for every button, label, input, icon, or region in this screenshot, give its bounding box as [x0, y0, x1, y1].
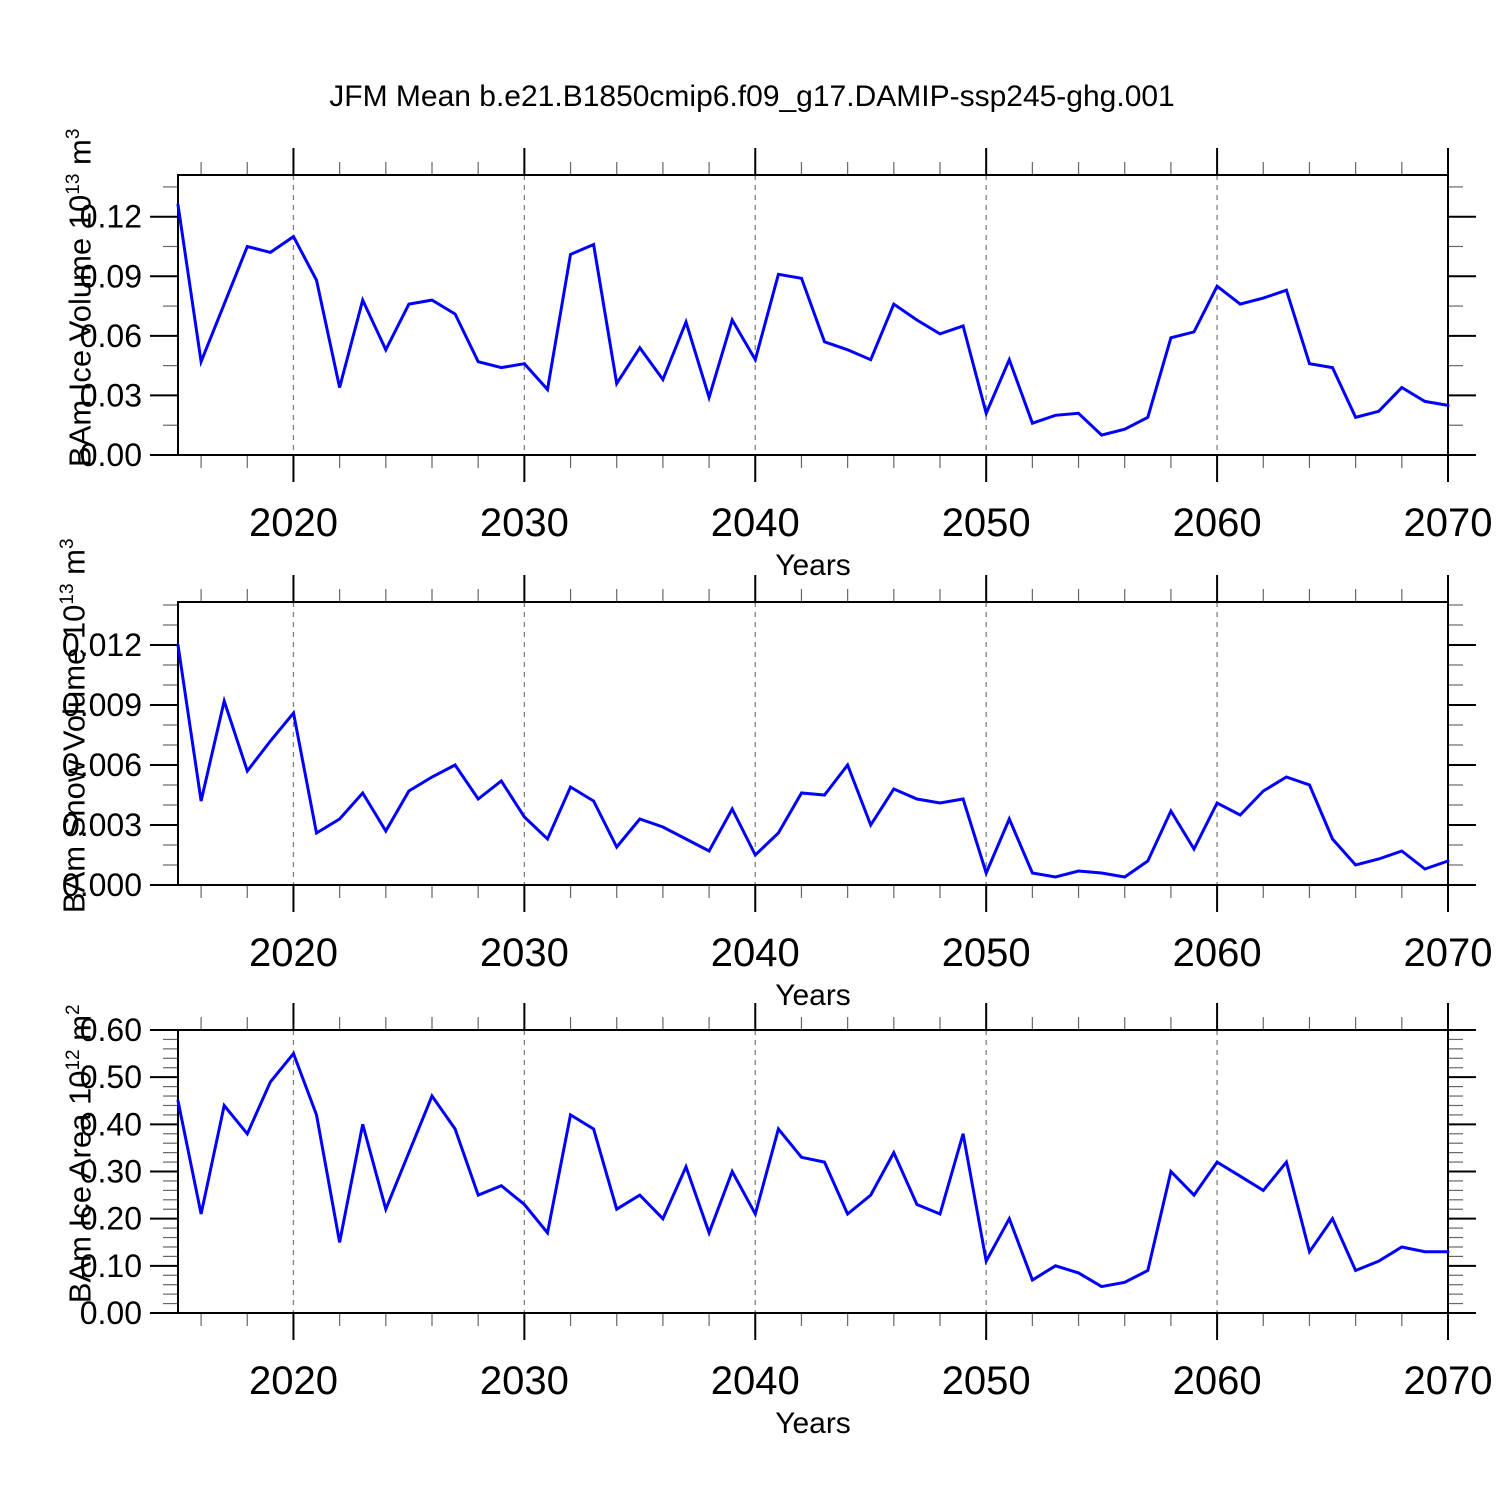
- x-tick-label: 2040: [711, 931, 800, 975]
- x-tick-label: 2050: [942, 931, 1031, 975]
- x-axis-title-panel-2: Years: [775, 979, 851, 1012]
- y-tick-label: 0.006: [62, 747, 142, 783]
- x-tick-label: 2050: [942, 501, 1031, 545]
- x-tick-label: 2030: [480, 931, 569, 975]
- y-tick-label: 0.09: [80, 258, 142, 294]
- y-axis-title-unit: m: [62, 139, 98, 174]
- y-axis-title-unit-exponent: 3: [63, 128, 84, 140]
- panel-frame-ice-area: [177, 1029, 1449, 1314]
- y-axis-title-exponent: 12: [63, 1049, 84, 1071]
- x-tick-label: 2040: [711, 1359, 800, 1403]
- x-axis-title-panel-3: Years: [775, 1407, 851, 1440]
- y-axis-title-exponent: 13: [57, 583, 78, 605]
- x-tick-label: 2030: [480, 501, 569, 545]
- x-tick-label: 2060: [1173, 931, 1262, 975]
- y-tick-label: 0.60: [80, 1012, 142, 1048]
- y-tick-label: 0.40: [80, 1106, 142, 1142]
- y-tick-label: 0.012: [62, 627, 142, 663]
- panel-frame-ice-volume: [177, 174, 1449, 456]
- y-tick-label: 0.06: [80, 318, 142, 354]
- panel-frame-snow-volume: [177, 601, 1449, 886]
- x-tick-label: 2020: [249, 1359, 338, 1403]
- x-tick-label: 2050: [942, 1359, 1031, 1403]
- y-axis-title-ice-area: BAm Ice Area 1012 m2: [11, 871, 97, 1471]
- y-tick-label: 0.003: [62, 807, 142, 843]
- y-tick-label: 0.12: [80, 199, 142, 235]
- x-tick-label: 2030: [480, 1359, 569, 1403]
- x-axis-title-panel-1: Years: [775, 549, 851, 582]
- y-tick-label: 0.03: [80, 377, 142, 413]
- x-tick-label: 2020: [249, 931, 338, 975]
- y-tick-label: 0.50: [80, 1059, 142, 1095]
- plot-title: JFM Mean b.e21.B1850cmip6.f09_g17.DAMIP-…: [329, 80, 1175, 113]
- y-axis-title-text: BAm Snow Volume 10: [56, 604, 92, 914]
- x-tick-label: 2070: [1404, 931, 1493, 975]
- x-tick-label: 2060: [1173, 501, 1262, 545]
- x-tick-label: 2070: [1404, 501, 1493, 545]
- y-tick-label: 0.10: [80, 1248, 142, 1284]
- data-line-snow-volume: [176, 643, 1450, 879]
- y-axis-title-unit-exponent: 2: [63, 1004, 84, 1015]
- y-tick-label: 0.00: [80, 1295, 142, 1331]
- y-axis-title-exponent: 13: [63, 173, 84, 195]
- data-line-ice-volume: [176, 203, 1450, 437]
- y-tick-label: 0.30: [80, 1154, 142, 1190]
- y-tick-label: 0.009: [62, 687, 142, 723]
- y-axis-title-unit-exponent: 3: [57, 538, 78, 550]
- x-tick-label: 2020: [249, 501, 338, 545]
- y-axis-title-text: BAm Ice Area 10: [62, 1070, 98, 1304]
- x-tick-label: 2070: [1404, 1359, 1493, 1403]
- y-axis-title-text: BAm Ice Volume 10: [62, 194, 98, 467]
- x-tick-label: 2060: [1173, 1359, 1262, 1403]
- y-axis-title-unit: m: [56, 549, 92, 584]
- x-tick-label: 2040: [711, 501, 800, 545]
- y-tick-label: 0.000: [62, 867, 142, 903]
- y-tick-label: 0.20: [80, 1201, 142, 1237]
- y-axis-title-unit: m: [62, 1014, 98, 1050]
- data-line-ice-area: [176, 1050, 1450, 1289]
- y-tick-label: 0.00: [80, 437, 142, 473]
